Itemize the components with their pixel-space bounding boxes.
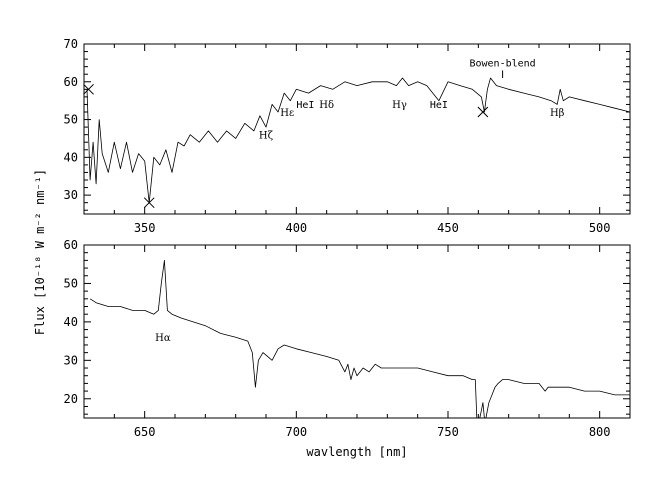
- spectrum-line: [89, 259, 630, 419]
- x-tick-label: 500: [589, 221, 611, 235]
- cross-marker: [83, 83, 94, 95]
- x-tick-label: 750: [437, 425, 459, 439]
- line-annotation: HeI: [430, 100, 448, 111]
- red-spectrum-panel: 650 700 750 800 20 30 40 50 60 Hα: [64, 238, 631, 439]
- cross-marker: [143, 197, 155, 209]
- x-tick-label: 400: [285, 221, 307, 235]
- line-annotation: Hδ: [319, 100, 334, 111]
- line-annotation: Bowen-blend: [469, 59, 535, 70]
- x-tick-label: 450: [437, 221, 459, 235]
- y-tick-label: 70: [64, 37, 78, 51]
- line-annotation: HeI: [296, 100, 314, 111]
- y-tick-label: 50: [64, 113, 78, 127]
- x-tick-label: 350: [134, 221, 156, 235]
- line-annotation: Hγ: [392, 100, 407, 111]
- line-annotation: Hζ: [259, 130, 274, 141]
- plot-frame: [83, 43, 631, 215]
- y-tick-label: 40: [64, 150, 78, 164]
- x-tick-label: 650: [134, 425, 156, 439]
- line-annotation: Hα: [155, 333, 171, 344]
- y-tick-label: 60: [64, 75, 78, 89]
- line-annotation: Hβ: [550, 108, 565, 119]
- y-axis-title: Flux [10⁻¹⁸ W m⁻² nm⁻¹]: [33, 169, 47, 335]
- x-axis-title: wavlength [nm]: [306, 445, 407, 459]
- spectrum-line: [86, 77, 631, 204]
- x-tick-label: 800: [589, 425, 611, 439]
- y-tick-label: 20: [64, 392, 78, 406]
- y-tick-label: 30: [64, 188, 78, 202]
- line-annotation: Hε: [280, 108, 294, 119]
- y-tick-label: 60: [64, 238, 78, 252]
- y-tick-label: 40: [64, 315, 78, 329]
- cross-marker: [477, 106, 489, 118]
- plot-frame: [83, 244, 631, 419]
- y-tick-label: 30: [64, 353, 78, 367]
- x-tick-label: 700: [285, 425, 307, 439]
- y-tick-label: 50: [64, 276, 78, 290]
